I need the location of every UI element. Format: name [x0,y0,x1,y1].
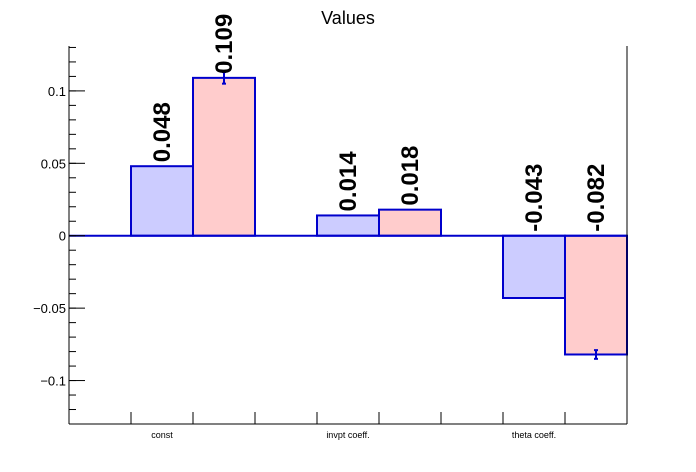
y-tick-label-2: −0.05 [33,301,66,316]
category-label-3: theta coeff. [512,430,556,440]
category-label-1: const [151,430,173,440]
value-label-1-3: -0.043 [521,164,548,232]
value-label-1-1: 0.048 [149,102,176,162]
axes-layer [68,46,628,425]
bars-layer [130,71,628,360]
value-label-2-2: 0.018 [397,146,424,206]
chart-title: Values [321,8,375,28]
labels-layer: 0.048 0.109 const 0.014 0.018 invpt coeff. -0.… [33,14,610,440]
bar-1-1 [130,165,194,237]
y-tick-label-1: −0.1 [40,374,66,389]
y-tick-label-4: 0.05 [41,156,66,171]
bar-2-1 [192,76,256,237]
value-label-2-1: 0.109 [211,14,238,74]
bar-2-3 [564,234,628,356]
y-tick-label-3: 0 [59,229,66,244]
value-label-2-3: -0.082 [583,164,610,232]
y-tick-label-5: 0.1 [48,84,66,99]
value-label-1-2: 0.014 [335,151,362,212]
bar-1-3 [502,234,566,299]
bar-1-2 [316,214,380,237]
category-label-2: invpt coeff. [326,430,369,440]
bar-2-2 [378,208,442,237]
